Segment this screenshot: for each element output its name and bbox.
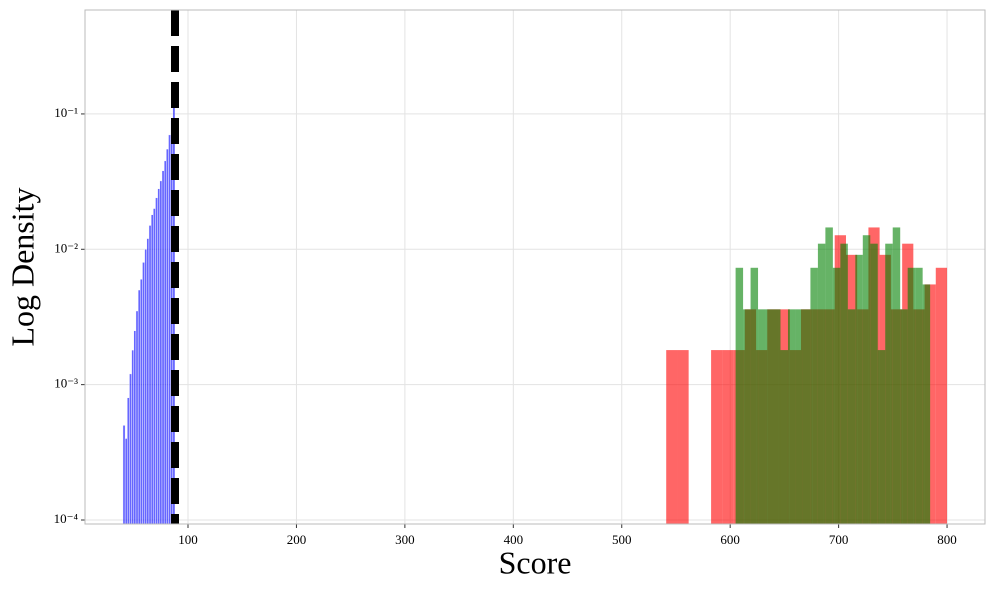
histogram-bar bbox=[163, 160, 167, 525]
x-tick-label: 500 bbox=[612, 532, 632, 547]
histogram-bar bbox=[900, 309, 908, 524]
histogram-bar bbox=[146, 238, 150, 525]
x-tick-label: 100 bbox=[178, 532, 198, 547]
histogram-bar bbox=[677, 350, 689, 524]
histogram-bar bbox=[847, 309, 856, 524]
histogram-bar bbox=[127, 397, 130, 525]
histogram-bar bbox=[832, 267, 841, 524]
histogram-bar bbox=[735, 267, 744, 524]
x-tick-label: 300 bbox=[395, 532, 415, 547]
histogram-bar bbox=[802, 309, 811, 524]
histogram-bar bbox=[750, 267, 759, 524]
y-axis-label: Log Density bbox=[4, 187, 40, 346]
histogram-bar bbox=[150, 214, 154, 525]
plot-frame bbox=[84, 9, 986, 525]
histogram-bar bbox=[743, 309, 751, 524]
x-tick-label: 200 bbox=[287, 532, 307, 547]
histogram-bar bbox=[666, 350, 678, 524]
histogram-bar bbox=[711, 350, 723, 524]
y-tick-label: 10⁻² bbox=[54, 240, 78, 255]
histogram-bar bbox=[773, 309, 781, 524]
histogram-bar bbox=[758, 309, 766, 524]
histogram-bar bbox=[870, 243, 878, 525]
histogram-bar bbox=[924, 284, 936, 524]
x-tick-label: 600 bbox=[720, 532, 740, 547]
histogram-bar bbox=[122, 425, 126, 525]
histogram-bar bbox=[780, 350, 788, 524]
histogram-bar bbox=[765, 309, 774, 524]
histogram-bar bbox=[140, 279, 143, 525]
histogram-bar bbox=[907, 267, 916, 524]
x-tick-label: 800 bbox=[937, 532, 957, 547]
histogram-bar bbox=[153, 208, 156, 525]
histogram-bar bbox=[855, 254, 863, 524]
histogram-bar bbox=[885, 243, 893, 525]
histogram-bar bbox=[144, 249, 148, 525]
histogram-bar bbox=[137, 289, 141, 525]
histogram-bar bbox=[133, 330, 137, 525]
histogram-bar bbox=[129, 373, 132, 525]
y-tick-label: 10⁻³ bbox=[54, 376, 78, 391]
x-axis-label: Score bbox=[499, 544, 572, 580]
histogram-bar bbox=[825, 227, 833, 524]
histogram-bar bbox=[840, 243, 848, 525]
histogram-bar bbox=[168, 134, 171, 525]
histogram-bar bbox=[161, 170, 165, 525]
y-tick-label: 10⁻⁴ bbox=[54, 511, 79, 526]
histogram-bar bbox=[722, 350, 734, 524]
histogram-bar bbox=[155, 197, 158, 525]
histogram-bar bbox=[157, 188, 161, 525]
histogram-bar bbox=[787, 309, 796, 524]
histogram-bar bbox=[922, 284, 931, 524]
histogram-bar bbox=[817, 243, 826, 525]
histogram-bar bbox=[795, 309, 803, 524]
histogram-bar bbox=[915, 267, 923, 524]
histogram-bar bbox=[131, 349, 134, 525]
histogram-bar bbox=[135, 310, 139, 525]
histogram-bar bbox=[124, 438, 128, 525]
histogram-bar bbox=[935, 267, 948, 524]
histogram-bar bbox=[159, 180, 163, 525]
x-tick-label: 700 bbox=[829, 532, 849, 547]
histogram-bar bbox=[892, 227, 901, 524]
histogram-bar bbox=[810, 267, 818, 524]
histogram-bar bbox=[142, 262, 145, 525]
x-tick-label: 400 bbox=[504, 532, 524, 547]
histogram-bar bbox=[148, 225, 152, 525]
y-tick-label: 10⁻¹ bbox=[54, 105, 78, 120]
histogram-bar bbox=[877, 350, 886, 524]
histogram-bar bbox=[166, 148, 169, 525]
histogram-bar bbox=[862, 235, 871, 524]
